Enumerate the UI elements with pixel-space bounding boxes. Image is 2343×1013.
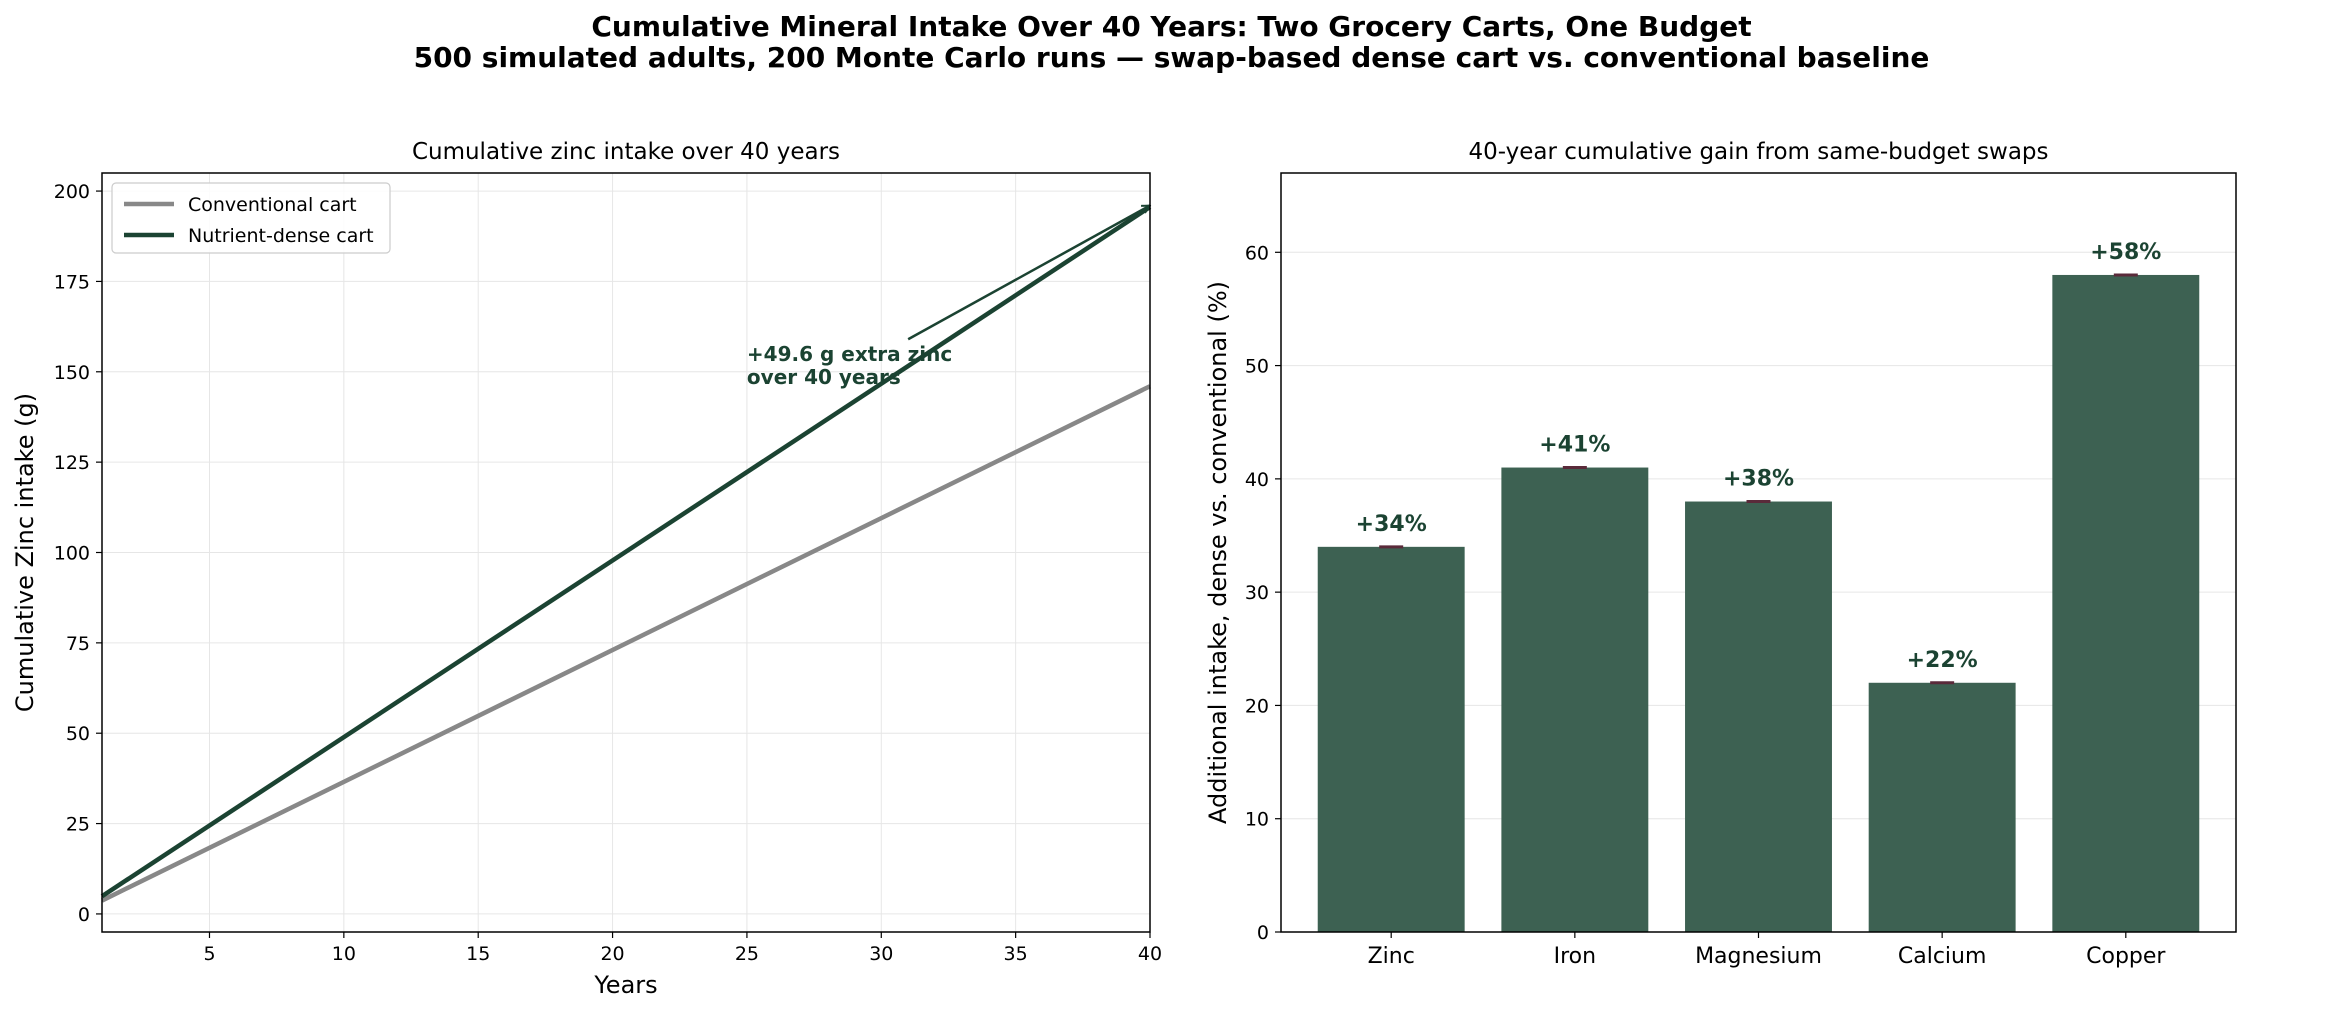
annotation-text: +49.6 g extra zinc over 40 years [747,342,959,389]
bar-zinc [1317,546,1465,932]
right-bars: +34% +41% +38% +22% +58% [1317,240,2200,933]
category-label-magnesium: Magnesium [1695,944,1822,969]
bar-value-label-calcium: +22% [1907,648,1978,673]
right-chart-title: 40-year cumulative gain from same-budget… [1468,139,2048,165]
right-y-tick-label: 20 [1245,695,1269,717]
left-x-tick-label: 25 [735,943,759,965]
bar-value-label-copper: +58% [2090,240,2161,265]
bar-value-label-magnesium: +38% [1723,467,1794,492]
bar-value-label-iron: +41% [1539,433,1610,458]
annotation-line-1: +49.6 g extra zinc [747,342,952,366]
left-y-tick-label: 25 [66,814,90,836]
category-label-zinc: Zinc [1368,944,1415,969]
left-series-lines [100,205,1152,903]
left-axis-ticks: 5 10 15 20 25 30 35 40 0 25 50 75 100 125 150 175 200 [54,181,1162,965]
left-y-axis-title: Cumulative Zinc intake (g) [11,393,39,712]
left-y-tick-label: 0 [78,904,90,926]
right-y-tick-label: 0 [1257,922,1269,944]
left-y-tick-label: 175 [54,271,90,293]
category-label-iron: Iron [1554,944,1596,969]
zinc-line-chart: Cumulative zinc intake over 40 years Yea… [11,139,1162,999]
left-y-tick-label: 75 [66,633,90,655]
bar-value-label-zinc: +34% [1356,512,1427,537]
mineral-gain-bar-chart: 40-year cumulative gain from same-budget… [1204,139,2237,969]
left-y-tick-label: 100 [54,543,90,565]
bar-calcium [1868,682,2016,932]
left-x-tick-label: 40 [1138,943,1162,965]
annotation-arrow [907,204,1150,341]
right-y-axis-title: Additional intake, dense vs. conventiona… [1204,281,1232,824]
left-y-tick-label: 125 [54,452,90,474]
figure-title: Cumulative Mineral Intake Over 40 Years:… [591,10,1752,43]
left-x-tick-label: 15 [466,943,490,965]
right-plot-frame [1280,172,2237,933]
annotation-line-2: over 40 years [747,365,901,389]
legend-box [111,182,391,254]
legend: Conventional cart Nutrient-dense cart [111,182,391,254]
left-y-tick-label: 200 [54,181,90,203]
right-y-tick-label: 50 [1245,356,1269,378]
left-x-tick-label: 5 [203,943,215,965]
bar-copper [2052,274,2200,933]
series-line-conventional [101,384,1151,903]
left-plot-frame [101,172,1151,933]
left-x-tick-label: 35 [1004,943,1028,965]
left-chart-title: Cumulative zinc intake over 40 years [412,139,840,165]
left-x-tick-label: 30 [869,943,893,965]
right-axis-ticks: 0 10 20 30 40 50 60 Zinc Iron Magnesium Calcium Cop… [1245,242,2167,969]
left-x-axis-title: Years [593,971,657,999]
category-label-calcium: Calcium [1898,944,1987,969]
right-y-tick-label: 30 [1245,582,1269,604]
bar-magnesium [1685,501,1832,932]
right-y-tick-label: 40 [1245,469,1269,491]
left-y-tick-label: 50 [66,723,90,745]
series-line-nutrient-dense [100,205,1152,899]
legend-label-nutrient-dense: Nutrient-dense cart [188,225,374,247]
left-x-tick-label: 10 [332,943,356,965]
right-y-tick-label: 10 [1245,809,1269,831]
category-label-copper: Copper [2086,944,2166,969]
right-y-tick-label: 60 [1245,242,1269,264]
bar-iron [1501,467,1649,932]
legend-label-conventional: Conventional cart [188,194,357,216]
left-y-tick-label: 150 [54,362,90,384]
left-x-tick-label: 20 [600,943,624,965]
figure-subtitle: 500 simulated adults, 200 Monte Carlo ru… [413,41,1930,74]
